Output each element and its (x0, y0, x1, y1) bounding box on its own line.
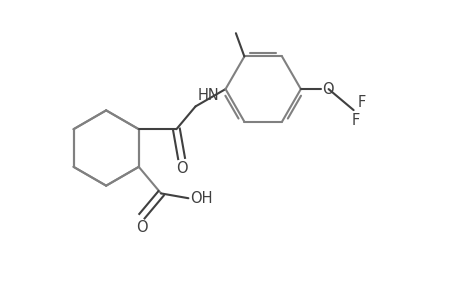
Text: HN: HN (197, 88, 219, 104)
Text: O: O (175, 161, 187, 176)
Text: OH: OH (190, 191, 213, 206)
Text: F: F (357, 95, 365, 110)
Text: O: O (321, 82, 333, 97)
Text: O: O (136, 220, 147, 235)
Text: F: F (351, 112, 359, 128)
